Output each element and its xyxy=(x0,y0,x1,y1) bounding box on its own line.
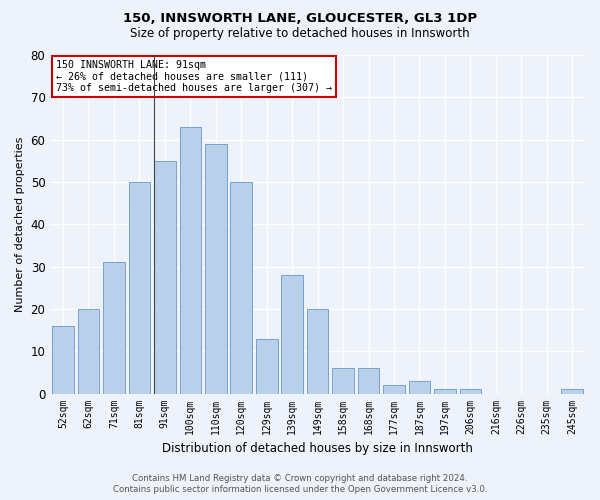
Bar xyxy=(205,144,227,394)
Text: 150 INNSWORTH LANE: 91sqm
← 26% of detached houses are smaller (111)
73% of semi: 150 INNSWORTH LANE: 91sqm ← 26% of detac… xyxy=(56,60,332,94)
Bar xyxy=(434,390,456,394)
Bar xyxy=(52,326,74,394)
Text: 150, INNSWORTH LANE, GLOUCESTER, GL3 1DP: 150, INNSWORTH LANE, GLOUCESTER, GL3 1DP xyxy=(123,12,477,26)
Bar xyxy=(77,309,100,394)
Y-axis label: Number of detached properties: Number of detached properties xyxy=(15,136,25,312)
Text: Contains HM Land Registry data © Crown copyright and database right 2024.
Contai: Contains HM Land Registry data © Crown c… xyxy=(113,474,487,494)
Bar xyxy=(332,368,354,394)
Bar xyxy=(256,338,278,394)
Bar xyxy=(307,309,328,394)
Text: Size of property relative to detached houses in Innsworth: Size of property relative to detached ho… xyxy=(130,28,470,40)
Bar xyxy=(460,390,481,394)
X-axis label: Distribution of detached houses by size in Innsworth: Distribution of detached houses by size … xyxy=(162,442,473,455)
Bar xyxy=(281,275,303,394)
Bar xyxy=(128,182,150,394)
Bar xyxy=(179,127,201,394)
Bar xyxy=(154,161,176,394)
Bar xyxy=(409,381,430,394)
Bar xyxy=(358,368,379,394)
Bar xyxy=(383,385,405,394)
Bar xyxy=(230,182,252,394)
Bar xyxy=(562,390,583,394)
Bar xyxy=(103,262,125,394)
